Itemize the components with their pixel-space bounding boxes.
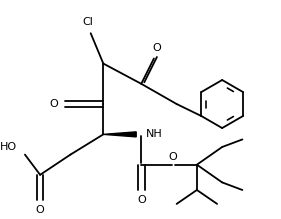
Text: O: O <box>152 43 161 53</box>
Text: O: O <box>36 205 44 215</box>
Text: O: O <box>169 152 177 162</box>
Text: O: O <box>137 195 146 205</box>
Text: NH: NH <box>146 129 163 139</box>
Text: Cl: Cl <box>83 17 94 27</box>
Text: HO: HO <box>0 142 17 152</box>
Text: O: O <box>49 99 58 109</box>
Polygon shape <box>103 132 136 137</box>
